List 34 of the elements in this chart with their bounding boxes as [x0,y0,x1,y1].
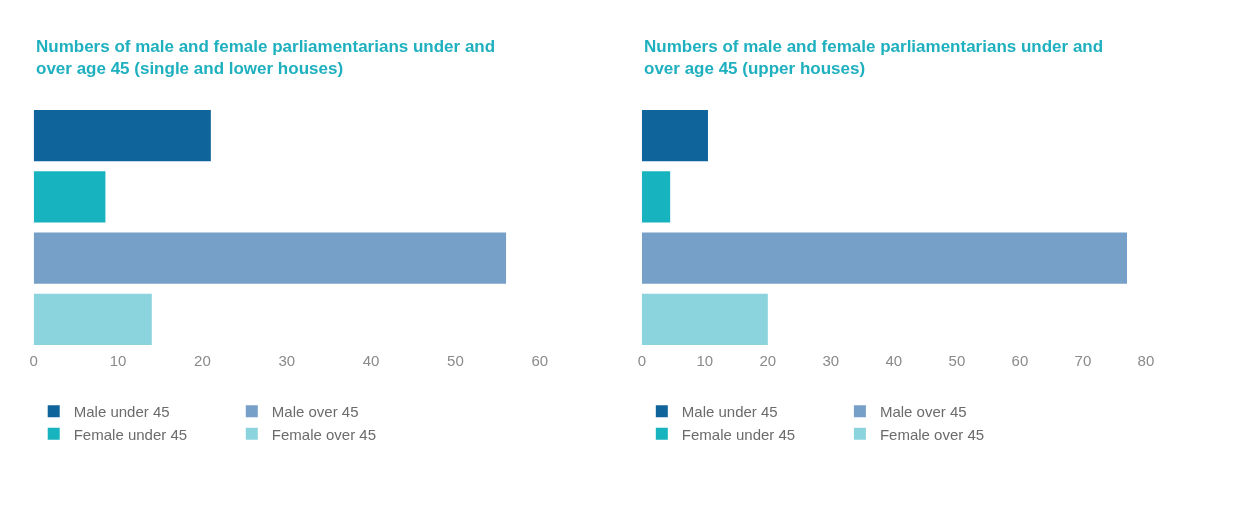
x-tick-label: 30 [278,352,296,369]
bar [33,171,106,223]
bar [641,232,1128,284]
bar [641,293,768,346]
legend-label: Male over 45 [271,403,359,421]
x-tick-label: 30 [822,352,840,369]
x-tick-label: 70 [1074,352,1092,369]
legend-label: Male under 45 [681,403,778,421]
x-tick-label: 20 [759,352,777,369]
legend-label: Female under 45 [73,425,188,443]
x-tick-label: 60 [1011,352,1029,369]
x-tick-label: 10 [109,352,127,369]
chart-title: Numbers of male and female parliamentarians under and over age 45 (single and lower houses) [36,37,496,79]
legend-label: Female over 45 [271,425,377,443]
x-tick-label: 40 [885,352,903,369]
legend-label: Female under 45 [681,425,796,443]
chart-title: Numbers of male and female parliamentarians under and over age 45 (upper houses) [644,37,1104,79]
bar [641,109,708,162]
bar [33,293,152,346]
x-tick-label: 50 [948,352,966,369]
x-tick-label: 0 [29,352,38,369]
bar [641,171,671,223]
bar [33,109,211,162]
x-tick-label: 60 [531,352,549,369]
x-tick-label: 80 [1137,352,1155,369]
legend-label: Male under 45 [73,403,170,421]
bar [33,232,507,284]
x-tick-label: 0 [637,352,646,369]
x-tick-label: 40 [362,352,380,369]
x-tick-label: 10 [696,352,714,369]
legend-label: Male over 45 [879,403,967,421]
x-tick-label: 20 [194,352,211,369]
legend-label: Female over 45 [879,425,985,443]
x-tick-label: 50 [447,352,464,369]
